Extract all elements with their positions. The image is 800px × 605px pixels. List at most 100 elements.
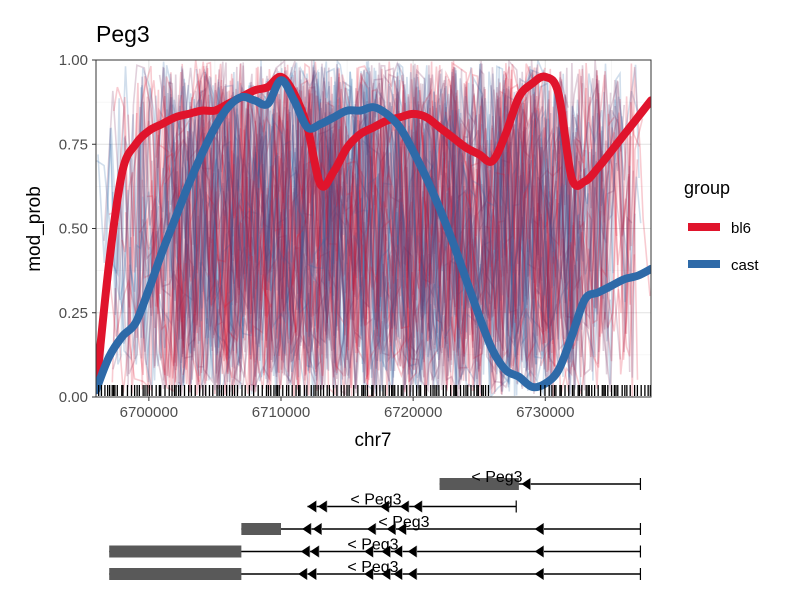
strand-arrow <box>386 523 396 535</box>
x-axis-title: chr7 <box>355 430 392 451</box>
background-trace <box>136 65 609 396</box>
x-tick-label: 6710000 <box>252 404 310 421</box>
background-trace <box>97 66 642 395</box>
gene-transcript: < Peg3 <box>307 492 517 513</box>
y-tick-label: 0.25 <box>59 305 88 322</box>
y-tick-label: 1.00 <box>59 52 88 69</box>
strand-arrow <box>310 545 320 558</box>
strand-arrow <box>397 523 407 535</box>
background-trace <box>164 61 618 395</box>
background-trace <box>186 63 604 394</box>
exon-block <box>439 478 519 490</box>
strand-arrow <box>364 545 374 558</box>
strand-arrow <box>307 500 317 513</box>
series-line-cast <box>96 76 651 395</box>
strand-arrow <box>393 545 403 558</box>
strand-arrow <box>381 568 391 580</box>
y-tick-label: 0.00 <box>59 389 88 406</box>
transcript-label: < Peg3 <box>347 537 398 554</box>
background-trace <box>177 61 569 396</box>
background-trace <box>177 60 626 393</box>
background-trace <box>112 64 569 397</box>
y-tick-label: 0.50 <box>59 221 88 238</box>
strand-arrow <box>393 568 403 580</box>
background-trace <box>150 61 566 389</box>
background-trace <box>155 63 644 397</box>
background-trace <box>181 67 612 394</box>
gene-track: < Peg3 < Peg3 < Peg3 < Peg3 < Peg3 <box>109 469 642 580</box>
legend: group bl6 cast <box>684 178 759 274</box>
strand-arrow <box>380 500 390 513</box>
background-trace <box>106 64 636 388</box>
background-trace <box>154 66 584 393</box>
strand-arrow <box>300 545 310 558</box>
background-trace <box>199 60 570 387</box>
strand-arrow <box>318 500 327 513</box>
x-tick-label: 6730000 <box>516 404 574 421</box>
x-tick-label: 6720000 <box>384 404 442 421</box>
exon-block <box>241 523 281 535</box>
strand-arrow <box>307 568 317 580</box>
legend-title: group <box>684 178 730 198</box>
background-trace <box>96 61 570 396</box>
y-tick-label: 0.75 <box>59 136 88 153</box>
background-trace <box>162 61 555 394</box>
x-tick-label: 6700000 <box>120 404 178 421</box>
strand-arrow <box>407 545 417 558</box>
background-trace <box>167 63 614 393</box>
background-trace <box>194 60 636 397</box>
transcript-label: < Peg3 <box>347 559 398 576</box>
background-trace <box>140 60 611 394</box>
background-trace <box>141 67 633 391</box>
strand-arrow <box>521 478 531 490</box>
legend-label-bl6: bl6 <box>731 220 751 237</box>
legend-label-cast: cast <box>731 257 759 274</box>
background-trace <box>182 60 630 397</box>
background-trace <box>111 65 583 397</box>
chart-title: Peg3 <box>96 21 150 47</box>
background-trace <box>196 61 575 397</box>
background-trace <box>121 74 577 397</box>
background-trace <box>157 67 631 386</box>
rug-layer <box>97 385 652 396</box>
background-trace <box>109 68 552 389</box>
exon-block <box>109 545 242 558</box>
background-trace <box>173 66 545 395</box>
y-axis-title: mod_prob <box>24 186 45 272</box>
background-trace <box>124 61 555 397</box>
transcript-label: < Peg3 <box>471 469 522 486</box>
exon-block <box>109 568 242 580</box>
background-trace <box>127 61 621 396</box>
strand-arrow <box>534 545 544 558</box>
background-trace <box>127 62 639 397</box>
strand-arrow <box>407 568 417 580</box>
background-trace <box>122 63 576 392</box>
strand-arrow <box>298 568 308 580</box>
gene-transcript: < Peg3 <box>109 559 642 580</box>
strand-arrow <box>413 500 423 513</box>
gene-transcript: < Peg3 <box>241 514 642 535</box>
background-trace <box>103 64 625 395</box>
strand-arrow <box>364 568 374 580</box>
strand-arrow <box>534 568 544 580</box>
series-line-bl6 <box>96 72 651 395</box>
background-trace <box>179 60 582 389</box>
strand-arrow <box>312 523 322 535</box>
strand-arrow <box>399 500 409 513</box>
background-trace <box>200 70 632 397</box>
transcript-label: < Peg3 <box>378 514 429 531</box>
background-trace <box>155 71 585 397</box>
series-layer <box>96 72 651 395</box>
background-trace <box>130 63 546 397</box>
background-trace <box>195 61 640 391</box>
background-trace <box>141 62 584 396</box>
strand-arrow <box>381 545 391 558</box>
background-trace <box>192 60 635 395</box>
background-trace <box>158 62 552 396</box>
background-trace <box>138 63 615 397</box>
background-trace <box>141 62 641 397</box>
strand-arrow <box>366 523 376 535</box>
